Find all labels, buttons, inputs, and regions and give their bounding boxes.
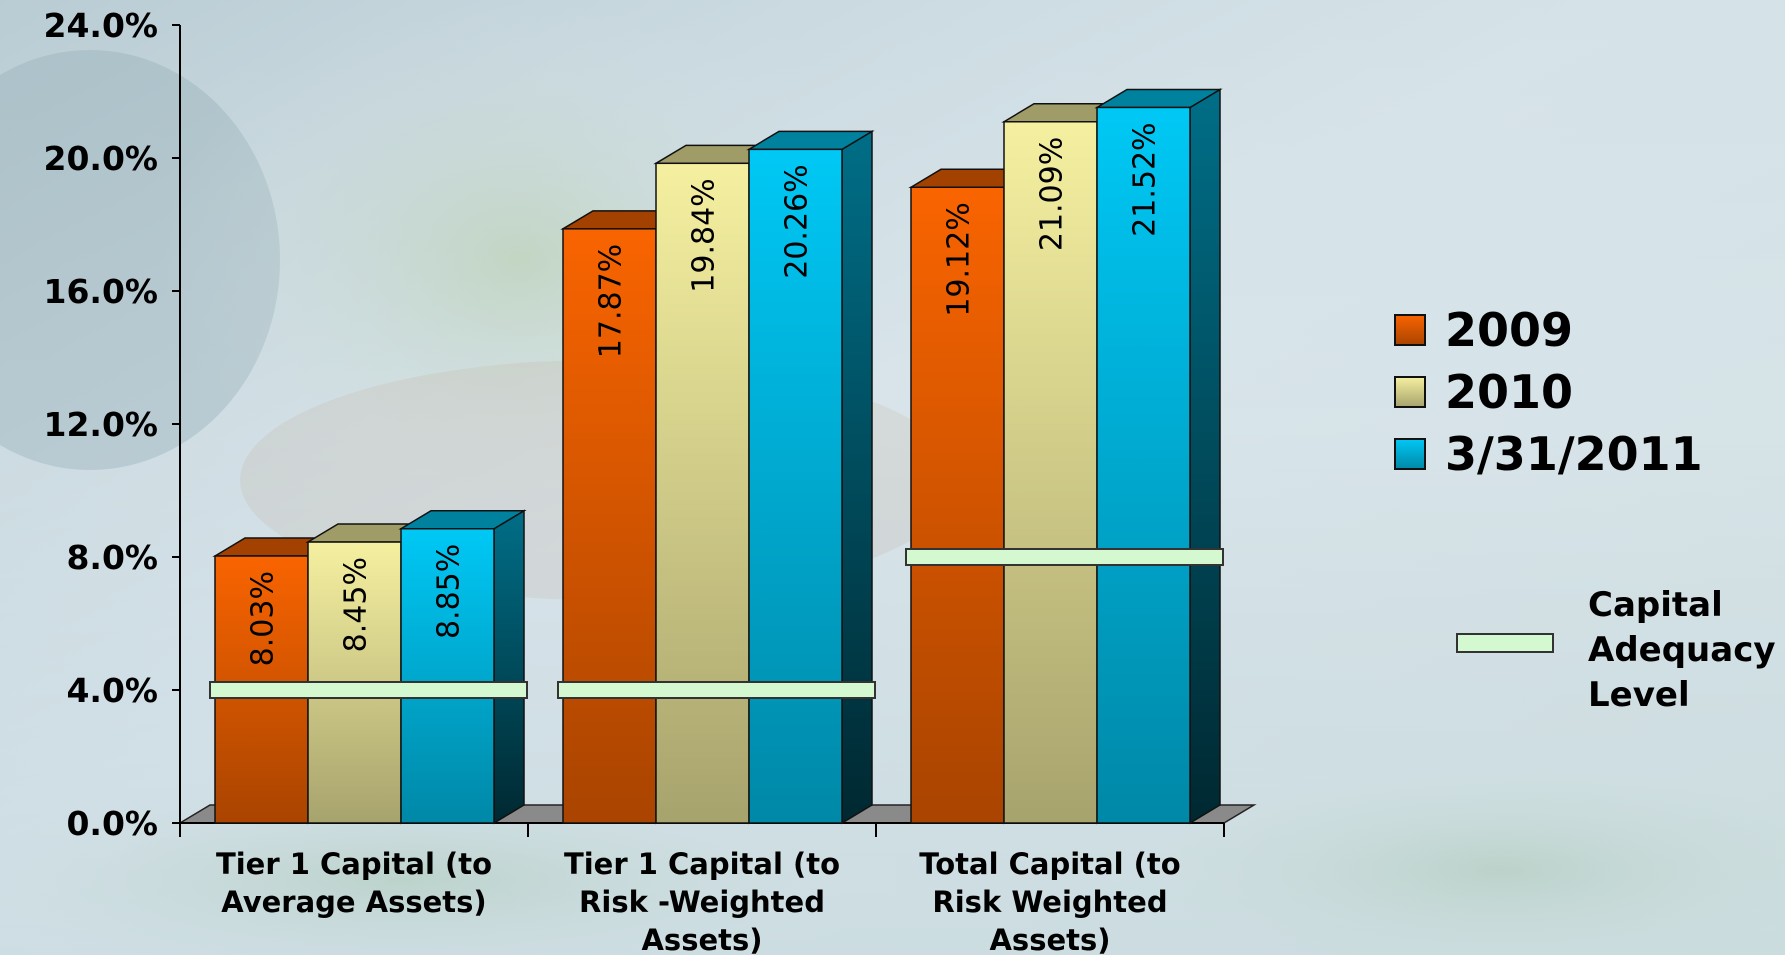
category-label-line: Risk Weighted <box>932 885 1167 919</box>
bar-side <box>493 509 525 825</box>
y-tick-label: 24.0% <box>44 6 159 45</box>
legend-label-line: Capital <box>1588 585 1723 625</box>
legend-label-line: Adequacy <box>1588 630 1776 670</box>
bar-front <box>562 228 657 824</box>
y-tick-label: 12.0% <box>44 405 159 444</box>
data-label: 19.12% <box>942 202 977 316</box>
y-tick-label: 8.0% <box>66 538 158 577</box>
bar-front <box>655 162 750 824</box>
legend: 2009 2010 3/31/2011 Capital Adequacy Level <box>1394 303 1776 715</box>
adequacy-bar-2 <box>557 681 876 699</box>
y-tick-label: 0.0% <box>66 804 158 843</box>
data-label: 21.52% <box>1128 122 1163 236</box>
bar-front <box>748 148 843 824</box>
data-label: 19.84% <box>687 178 722 292</box>
category-label-1: Tier 1 Capital (to Average Assets) <box>216 847 492 919</box>
category-label-3: Total Capital (to Risk Weighted Assets) <box>919 847 1180 955</box>
bar-3/31/2011-2 <box>746 130 875 825</box>
adequacy-bar-3 <box>905 548 1224 566</box>
data-label: 8.85% <box>432 544 467 639</box>
data-label: 20.26% <box>780 164 815 278</box>
bar-front <box>400 527 495 824</box>
legend-label-2009: 2009 <box>1445 303 1573 357</box>
data-label: 21.09% <box>1035 137 1070 251</box>
category-labels: Tier 1 Capital (to Average Assets)Tier 1 … <box>216 847 1181 955</box>
category-label-line: Average Assets) <box>221 885 486 919</box>
bars <box>212 88 1223 825</box>
legend-label-adequacy: Capital Adequacy Level <box>1588 585 1776 715</box>
legend-label-3/31/2011: 3/31/2011 <box>1445 427 1703 481</box>
y-tick-label: 16.0% <box>44 272 159 311</box>
legend-label-2010: 2010 <box>1445 365 1573 419</box>
bar-side <box>841 130 873 825</box>
legend-label-line: Level <box>1588 675 1690 715</box>
category-label-line: Assets) <box>989 923 1110 955</box>
data-labels: 8.03% 8.45% 8.85% 17.87% 19.84% 20.26% 19.12% 2… <box>246 122 1163 666</box>
data-label: 8.45% <box>339 557 374 652</box>
bar-3/31/2011-1 <box>398 509 527 825</box>
bar-side <box>1189 88 1221 825</box>
data-label: 8.03% <box>246 571 281 666</box>
adequacy-lines <box>209 548 1224 699</box>
category-label-line: Tier 1 Capital (to <box>216 847 492 881</box>
category-label-line: Tier 1 Capital (to <box>564 847 840 881</box>
data-label: 17.87% <box>594 244 629 358</box>
bar-front <box>910 186 1005 824</box>
category-label-2: Tier 1 Capital (to Risk -Weighted Assets) <box>564 847 840 955</box>
legend-swatch-2010 <box>1394 376 1426 408</box>
legend-swatch-adequacy <box>1456 633 1554 653</box>
adequacy-bar-1 <box>209 681 528 699</box>
y-tick-label: 20.0% <box>44 139 159 178</box>
category-label-line: Risk -Weighted <box>579 885 825 919</box>
legend-swatch-2009 <box>1394 314 1426 346</box>
y-tick-label: 4.0% <box>66 671 158 710</box>
legend-swatch-3/31/2011 <box>1394 438 1426 470</box>
bar-front <box>1003 121 1098 824</box>
category-label-line: Total Capital (to <box>919 847 1180 881</box>
category-label-line: Assets) <box>641 923 762 955</box>
bar-front <box>1096 106 1191 824</box>
bar-3/31/2011-3 <box>1094 88 1223 825</box>
